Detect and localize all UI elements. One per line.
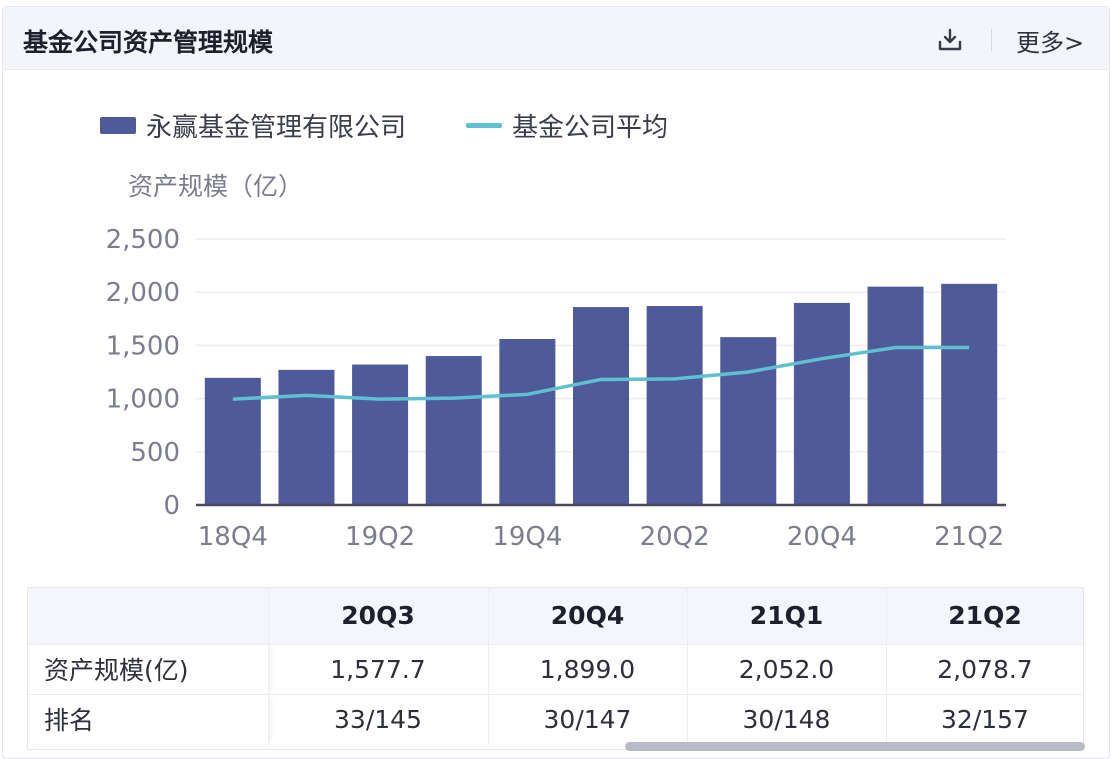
legend-line-swatch[interactable] [466,123,502,128]
bar-19Q1[interactable] [278,369,335,505]
table-cell: 2,052.0 [687,643,887,694]
table-cell: 1,899.0 [488,643,688,694]
y-tick-label: 0 [163,491,180,521]
bar-19Q2[interactable] [352,364,409,505]
table-cell: 1,577.7 [268,643,489,694]
table-header-cell: 21Q2 [886,588,1083,644]
download-icon[interactable] [937,27,963,53]
asset-chart: 永赢基金管理有限公司 基金公司平均 资产规模（亿） 0 500 1,000 1,500… [100,113,1006,552]
y-axis-ticks: 0 500 1,000 1,500 2,000 2,500 [106,225,180,521]
x-tick-label: 19Q4 [492,522,562,552]
x-tick-label: 19Q2 [345,522,415,552]
legend-bar-swatch[interactable] [100,117,136,134]
table-cell: 33/145 [268,693,489,744]
table-horizontal-scrollbar[interactable] [625,742,1085,751]
bar-21Q1[interactable] [867,286,924,505]
y-tick-label: 1,500 [106,331,180,361]
table-corner-cell [28,588,269,644]
bar-21Q2[interactable] [941,283,998,505]
table-row: 排名 33/145 30/147 30/148 32/157 [28,693,1083,744]
table-cell: 30/147 [488,693,688,744]
table-cell: 2,078.7 [886,643,1083,694]
x-tick-label: 20Q2 [640,522,710,552]
bar-19Q4[interactable] [499,339,556,505]
x-axis-ticks: 18Q4 19Q2 19Q4 20Q2 20Q4 21Q2 [198,522,1004,552]
bar-20Q3[interactable] [720,337,777,505]
x-tick-label: 21Q2 [934,522,1004,552]
table-cell: 30/148 [687,693,887,744]
x-tick-label: 20Q4 [787,522,857,552]
x-tick-label: 18Q4 [198,522,268,552]
y-tick-label: 2,500 [106,225,180,255]
header-divider [991,29,992,51]
y-tick-label: 2,000 [106,278,180,308]
table-row: 资产规模(亿) 1,577.7 1,899.0 2,052.0 2,078.7 [28,643,1083,694]
row-label-rank: 排名 [28,693,269,744]
table-cell: 32/157 [886,693,1083,744]
y-tick-label: 1,000 [106,385,180,415]
table-header-row: 20Q3 20Q4 21Q1 21Q2 [28,588,1083,644]
card-title: 基金公司资产管理规模 [23,28,274,57]
table-header-cell: 21Q1 [687,588,887,644]
bar-20Q4[interactable] [793,302,850,505]
y-axis-label: 资产规模（亿） [128,172,303,201]
y-tick-label: 500 [130,438,180,468]
more-link[interactable]: 更多> [1016,29,1085,57]
table-header-cell: 20Q4 [488,588,688,644]
legend-bar-label[interactable]: 永赢基金管理有限公司 [146,113,406,143]
table-header-cell: 20Q3 [268,588,489,644]
chart-legend: 永赢基金管理有限公司 基金公司平均 [100,113,668,143]
legend-line-label[interactable]: 基金公司平均 [512,113,668,143]
quarter-table[interactable]: 20Q3 20Q4 21Q1 21Q2 资产规模(亿) 1,577.7 1,89… [27,587,1084,750]
line-series [232,345,970,401]
card-header: 基金公司资产管理规模 更多> [3,7,1109,70]
row-label-asset-scale: 资产规模(亿) [28,643,269,694]
bar-20Q2[interactable] [646,306,703,505]
bar-19Q3[interactable] [425,356,482,505]
bar-series [196,283,1006,507]
bar-20Q1[interactable] [573,307,629,505]
